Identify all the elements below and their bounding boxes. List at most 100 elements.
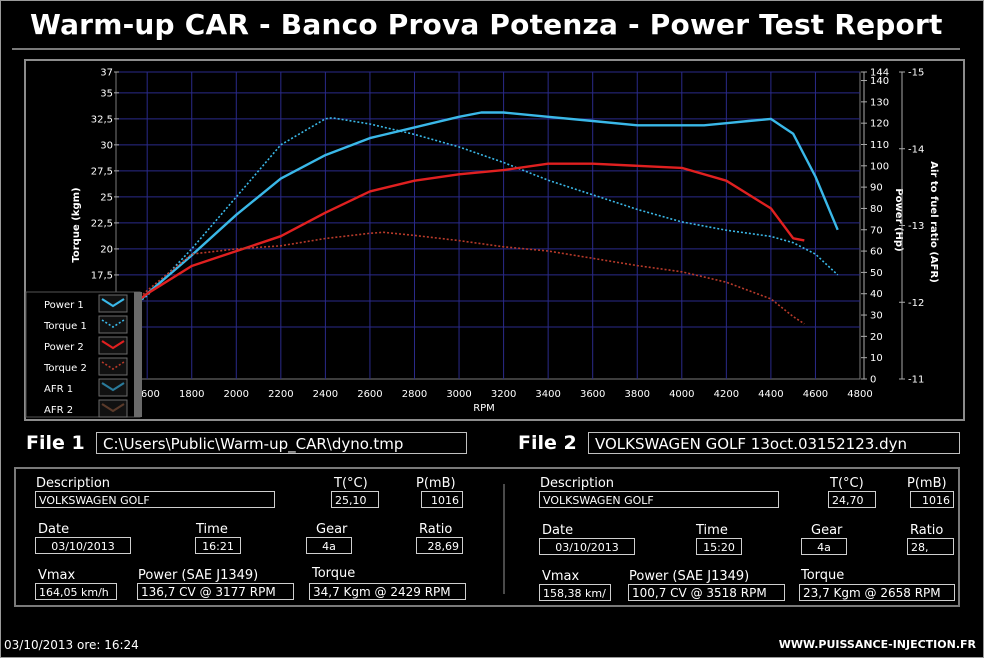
file2-label: File 2 bbox=[518, 432, 577, 454]
x-tick-label: 2800 bbox=[402, 389, 427, 400]
file1-torque-label: Torque bbox=[312, 566, 356, 581]
file1-pressure-label: P(mB) bbox=[416, 476, 456, 491]
chart-axes: 1600 1800 2000 2200 2400 2600 2800 3000 3200 3400… bbox=[71, 68, 939, 415]
file1-temp-label: T(°C) bbox=[334, 476, 368, 491]
legend-label: Torque 2 bbox=[43, 363, 87, 374]
file2-power-field[interactable]: 100,7 CV @ 3518 RPM bbox=[628, 584, 785, 601]
dyno-chart: 1600 1800 2000 2200 2400 2600 2800 3000 3200 3400… bbox=[25, 68, 939, 418]
file2-date-field[interactable]: 03/10/2013 bbox=[539, 538, 635, 555]
y-left-tick-label: 32,5 bbox=[91, 114, 113, 125]
file1-path-field[interactable]: C:\Users\Public\Warm-up_CAR\dyno.tmp bbox=[96, 432, 467, 454]
report-title: Warm-up CAR - Banco Prova Potenza - Powe… bbox=[30, 8, 943, 41]
info-panel bbox=[14, 467, 960, 607]
file1-time-label: Time bbox=[196, 522, 228, 537]
x-tick-label: 1800 bbox=[179, 389, 204, 400]
x-tick-label: 4200 bbox=[714, 389, 739, 400]
y-right2-tick-label: -15 bbox=[908, 68, 924, 79]
y-right2-axis-label: Air to fuel ratio (AFR) bbox=[928, 161, 939, 283]
y-right1-tick-label: 140 bbox=[870, 76, 889, 87]
file2-description-field[interactable]: VOLKSWAGEN GOLF bbox=[539, 491, 779, 508]
file2-path-field[interactable]: VOLKSWAGEN GOLF 13oct.03152123.dyn bbox=[588, 432, 960, 454]
file1-vmax-field[interactable]: 164,05 km/h bbox=[35, 583, 117, 600]
y-right2-tick-label: -12 bbox=[908, 298, 924, 309]
file2-torque-label: Torque bbox=[801, 568, 845, 583]
legend-swatch-line bbox=[101, 319, 125, 328]
file1-pressure-field[interactable]: 1016 bbox=[421, 491, 463, 508]
legend-swatch bbox=[98, 336, 128, 355]
chart-legend: Power 1 Torque 1 Power 2 Torque 2 AFR 1 AFR 2 bbox=[25, 291, 142, 418]
file2-description-label: Description bbox=[540, 476, 615, 491]
y-right1-tick-label: 90 bbox=[870, 183, 883, 194]
series-power-2 bbox=[113, 162, 805, 321]
x-tick-label: 3800 bbox=[625, 389, 650, 400]
x-tick-label: 4400 bbox=[758, 389, 783, 400]
file2-date-label: Date bbox=[542, 523, 574, 538]
legend-swatch-line bbox=[101, 340, 125, 350]
file2-ratio-field[interactable]: 28, bbox=[907, 538, 954, 555]
legend-swatch-line bbox=[101, 298, 125, 308]
x-tick-label: 3400 bbox=[535, 389, 560, 400]
y-left-tick-label: 25 bbox=[100, 192, 113, 203]
legend-swatch bbox=[98, 294, 128, 313]
x-axis-label: RPM bbox=[473, 403, 495, 414]
x-tick-label: 3600 bbox=[580, 389, 605, 400]
file2-pressure-field[interactable]: 1016 bbox=[910, 491, 954, 508]
file1-vmax-label: Vmax bbox=[38, 568, 76, 583]
y-right1-tick-label: 80 bbox=[870, 204, 883, 215]
x-tick-label: 4000 bbox=[669, 389, 694, 400]
footer-datetime: 03/10/2013 ore: 16:24 bbox=[4, 638, 139, 652]
legend-scrollbar bbox=[134, 292, 142, 417]
y-right1-tick-label: 60 bbox=[870, 247, 883, 258]
chart-series bbox=[112, 111, 839, 325]
file2-pressure-label: P(mB) bbox=[907, 476, 947, 491]
file1-torque-field[interactable]: 34,7 Kgm @ 2429 RPM bbox=[309, 583, 466, 600]
y-right1-tick-label: 130 bbox=[870, 97, 889, 108]
y-right1-tick-label: 50 bbox=[870, 268, 883, 279]
file1-gear-field[interactable]: 4a bbox=[306, 537, 352, 554]
y-left-tick-label: 22,5 bbox=[91, 218, 113, 229]
file1-temp-field[interactable]: 25,10 bbox=[331, 491, 379, 508]
file2-time-field[interactable]: 15:20 bbox=[696, 538, 742, 555]
y-right1-tick-label: 40 bbox=[870, 289, 883, 300]
y-right2-tick-label: -11 bbox=[908, 375, 924, 386]
x-tick-label: 3200 bbox=[491, 389, 516, 400]
file2-torque-field[interactable]: 23,7 Kgm @ 2658 RPM bbox=[799, 584, 955, 601]
y-left-tick-label: 27,5 bbox=[91, 166, 113, 177]
file2-gear-field[interactable]: 4a bbox=[801, 538, 847, 555]
x-tick-label: 3000 bbox=[446, 389, 471, 400]
file2-ratio-label: Ratio bbox=[910, 523, 944, 538]
series-torque-2 bbox=[113, 231, 805, 325]
y-right1-tick-label: 110 bbox=[870, 140, 889, 151]
y-right1-tick-label: 20 bbox=[870, 332, 883, 343]
y-right2-tick-label: -14 bbox=[908, 144, 924, 155]
chart-grid bbox=[115, 71, 861, 380]
file1-gear-label: Gear bbox=[316, 522, 348, 537]
y-right1-axis-label: Power (Hp) bbox=[893, 188, 904, 251]
legend-swatch bbox=[98, 378, 128, 397]
y-right1-tick-label: 120 bbox=[870, 119, 889, 130]
file1-description-field[interactable]: VOLKSWAGEN GOLF bbox=[35, 491, 275, 508]
file1-date-field[interactable]: 03/10/2013 bbox=[35, 537, 131, 554]
legend-swatch bbox=[98, 357, 128, 376]
file2-power-label: Power (SAE J1349) bbox=[629, 569, 750, 584]
file2-temp-field[interactable]: 24,70 bbox=[828, 491, 876, 508]
file1-time-field[interactable]: 16:21 bbox=[195, 537, 241, 554]
file2-temp-label: T(°C) bbox=[830, 476, 864, 491]
y-right1-tick-label: 70 bbox=[870, 225, 883, 236]
title-divider bbox=[12, 48, 960, 50]
file1-ratio-field[interactable]: 28,69 bbox=[416, 537, 463, 554]
file1-description-label: Description bbox=[36, 476, 111, 491]
x-tick-label: 4600 bbox=[803, 389, 828, 400]
y-left-tick-label: 37 bbox=[100, 68, 113, 79]
x-tick-label: 2000 bbox=[224, 389, 249, 400]
y-right1-tick-label: 30 bbox=[870, 311, 883, 322]
x-tick-label: 2200 bbox=[268, 389, 293, 400]
x-tick-label: 2400 bbox=[313, 389, 338, 400]
y-right1-tick-label: 0 bbox=[870, 375, 876, 386]
file2-vmax-field[interactable]: 158,38 km/ bbox=[539, 584, 611, 601]
file1-ratio-label: Ratio bbox=[419, 522, 453, 537]
series-power-1 bbox=[112, 111, 839, 325]
file2-gear-label: Gear bbox=[811, 523, 843, 538]
file1-power-field[interactable]: 136,7 CV @ 3177 RPM bbox=[137, 583, 294, 600]
panel-separator bbox=[503, 484, 505, 594]
